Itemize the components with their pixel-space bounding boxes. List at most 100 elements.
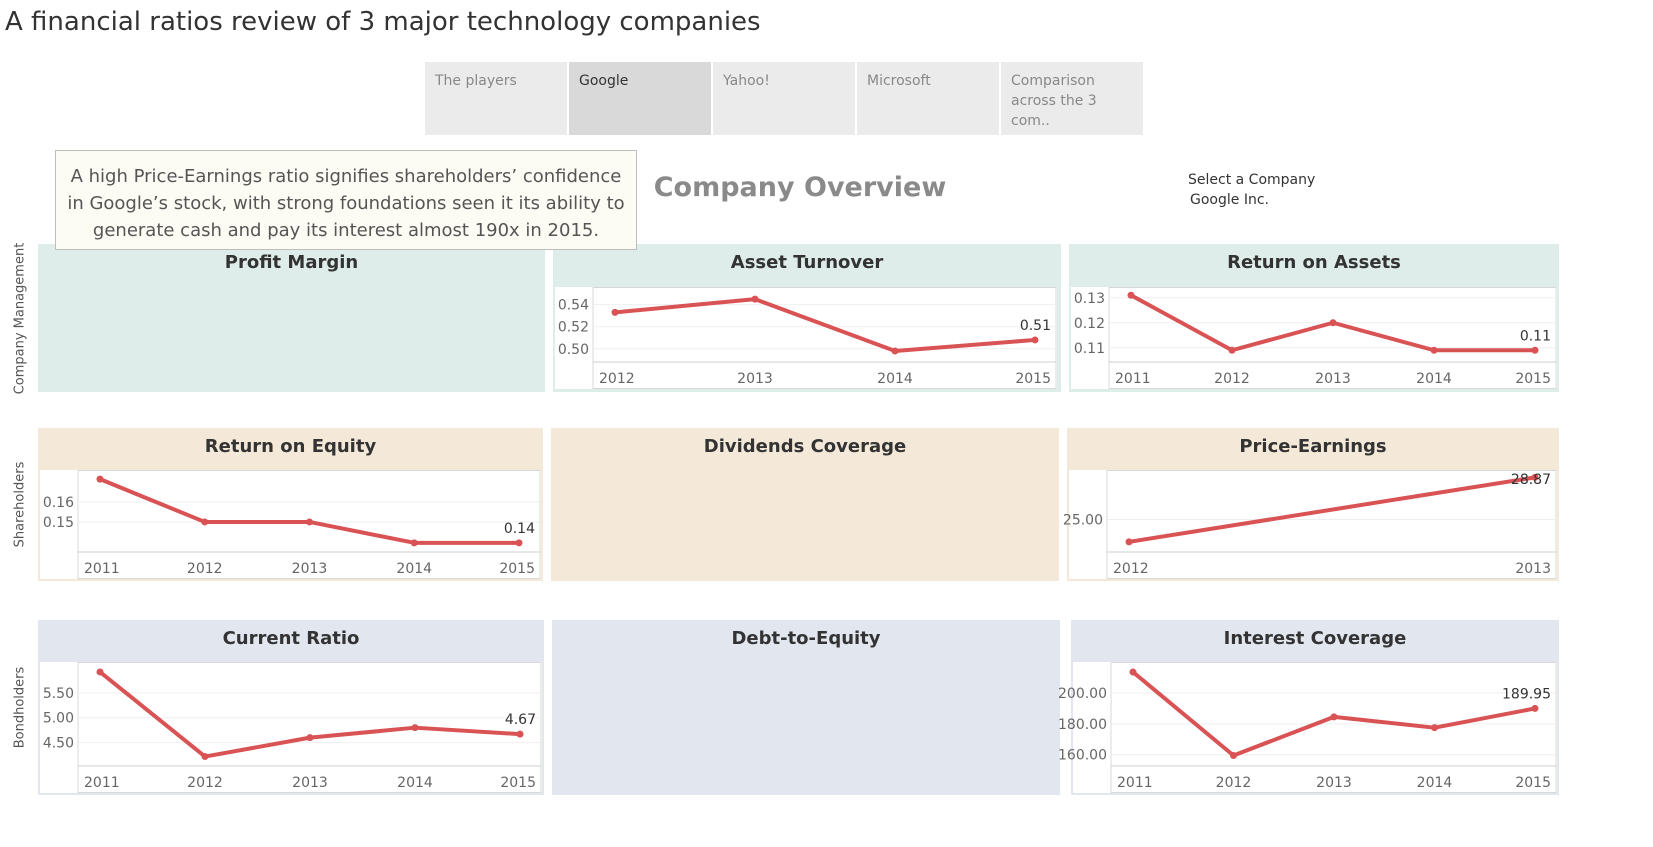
x-tick-label: 2015 bbox=[499, 561, 535, 577]
y-tick-label: 0.16 bbox=[43, 495, 74, 511]
x-tick-label: 2011 bbox=[84, 775, 120, 791]
data-point bbox=[1531, 704, 1539, 712]
panel-debt-to-equity: Debt-to-Equity bbox=[552, 620, 1060, 795]
y-tick-label: 5.50 bbox=[43, 686, 74, 702]
x-tick-label: 2013 bbox=[1515, 561, 1551, 577]
interest-coverage-chart: 160.00 180.00 200.00 2011 2012 2013 2014 2015 18… bbox=[1058, 662, 1557, 793]
series-line bbox=[613, 297, 1037, 353]
row-label-management: Company Management bbox=[10, 242, 30, 394]
plot-frame bbox=[1108, 287, 1557, 389]
panel-return-on-assets: Return on Assets 0.11 0.12 0.13 2011 2012 201… bbox=[1069, 244, 1559, 392]
row-label-shareholders-text: Shareholders bbox=[12, 461, 28, 548]
plot-frame bbox=[77, 662, 542, 793]
x-tick-label: 2012 bbox=[187, 561, 223, 577]
x-tick-label: 2012 bbox=[1216, 775, 1252, 791]
data-point bbox=[1531, 346, 1539, 354]
x-tick-label: 2014 bbox=[1417, 775, 1453, 791]
company-select[interactable]: Google Inc. bbox=[1190, 192, 1269, 208]
panel-dividends-coverage: Dividends Coverage bbox=[551, 428, 1059, 581]
y-tick-label: 0.12 bbox=[1074, 316, 1105, 332]
data-point bbox=[1125, 538, 1133, 546]
plot-frame bbox=[1106, 470, 1557, 579]
data-point bbox=[1127, 291, 1135, 299]
return-on-assets-chart: 0.11 0.12 0.13 2011 2012 2013 2014 2015 0.11 bbox=[1071, 287, 1557, 389]
plot-frame bbox=[1110, 662, 1557, 793]
panel-profit-margin: Profit Margin bbox=[38, 244, 545, 392]
data-point bbox=[1031, 336, 1039, 344]
asset-turnover-chart: 0.50 0.52 0.54 2012 2013 2014 2015 0.51 bbox=[555, 287, 1057, 389]
data-point bbox=[410, 539, 418, 547]
row-label-bondholders: Bondholders bbox=[10, 620, 30, 795]
data-point bbox=[1330, 713, 1338, 721]
panel-title: Current Ratio bbox=[222, 628, 360, 649]
panel-title: Return on Equity bbox=[204, 436, 377, 457]
y-tick-label: 0.50 bbox=[558, 342, 589, 358]
series-line bbox=[98, 669, 522, 759]
data-label: 189.95 bbox=[1502, 686, 1551, 702]
return-on-equity-chart: 0.15 0.16 2011 2012 2013 2014 2015 0.14 bbox=[40, 470, 541, 579]
x-tick-label: 2013 bbox=[292, 561, 328, 577]
y-tick-label: 0.11 bbox=[1074, 341, 1105, 357]
y-tick-label: 4.50 bbox=[43, 736, 74, 752]
y-tick-label: 25.00 bbox=[1063, 512, 1103, 528]
y-tick-label: 200.00 bbox=[1058, 686, 1107, 702]
series-line bbox=[98, 477, 521, 545]
data-point bbox=[1431, 724, 1438, 732]
data-point bbox=[1531, 473, 1539, 481]
annotation-tooltip: A high Price-Earnings ratio signifies sh… bbox=[55, 150, 637, 250]
row-label-management-text: Company Management bbox=[12, 242, 28, 394]
tab-google[interactable]: Google bbox=[569, 62, 711, 135]
data-point bbox=[201, 518, 209, 526]
data-label: 0.14 bbox=[504, 521, 535, 537]
data-label: 28.87 bbox=[1511, 472, 1551, 488]
x-tick-label: 2013 bbox=[1315, 371, 1351, 387]
x-tick-label: 2011 bbox=[84, 561, 120, 577]
data-label: 4.67 bbox=[505, 712, 536, 728]
y-tick-label: 5.00 bbox=[43, 711, 74, 727]
data-point bbox=[1228, 346, 1236, 354]
overview-title: Company Overview bbox=[653, 172, 947, 203]
x-tick-label: 2012 bbox=[1113, 561, 1149, 577]
y-tick-label: 0.15 bbox=[43, 515, 74, 531]
row-label-shareholders: Shareholders bbox=[10, 428, 30, 581]
price-earnings-chart: 25.00 2012 2013 28.87 bbox=[1063, 470, 1557, 579]
tab-microsoft[interactable]: Microsoft bbox=[857, 62, 999, 135]
panel-title: Asset Turnover bbox=[730, 252, 884, 273]
row-label-bondholders-text: Bondholders bbox=[12, 666, 28, 749]
x-tick-label: 2015 bbox=[500, 775, 536, 791]
y-tick-label: 0.54 bbox=[558, 298, 589, 314]
data-point bbox=[1329, 319, 1337, 327]
data-point bbox=[1430, 346, 1438, 354]
panel-title: Return on Assets bbox=[1227, 252, 1401, 273]
data-point bbox=[516, 730, 524, 738]
panel-title: Dividends Coverage bbox=[703, 436, 907, 457]
panel-current-ratio: Current Ratio 4.50 5.00 5.50 2011 2012 2013 20… bbox=[38, 620, 544, 795]
y-tick-label: 180.00 bbox=[1058, 717, 1107, 733]
panel-interest-coverage: Interest Coverage 160.00 180.00 200.00 2011… bbox=[1058, 620, 1559, 795]
data-point bbox=[306, 518, 313, 526]
tab-comparison[interactable]: Comparison across the 3 com.. bbox=[1001, 62, 1143, 135]
data-label: 0.11 bbox=[1520, 328, 1551, 344]
series-line bbox=[1127, 475, 1537, 544]
data-point bbox=[201, 753, 209, 761]
data-point bbox=[411, 724, 419, 732]
data-point bbox=[611, 308, 619, 316]
tab-yahoo[interactable]: Yahoo! bbox=[713, 62, 855, 135]
panel-title: Debt-to-Equity bbox=[731, 628, 881, 649]
x-tick-label: 2011 bbox=[1115, 371, 1151, 387]
panel-title: Profit Margin bbox=[224, 252, 359, 273]
x-tick-label: 2011 bbox=[1117, 775, 1153, 791]
x-tick-label: 2015 bbox=[1515, 775, 1551, 791]
data-point bbox=[1129, 668, 1137, 676]
x-tick-label: 2015 bbox=[1515, 371, 1551, 387]
tab-the-players[interactable]: The players bbox=[425, 62, 567, 135]
x-tick-label: 2013 bbox=[292, 775, 328, 791]
data-point bbox=[891, 347, 899, 355]
x-tick-label: 2014 bbox=[396, 561, 432, 577]
data-point bbox=[1230, 751, 1237, 759]
current-ratio-chart: 4.50 5.00 5.50 2011 2012 2013 2014 2015 4.67 bbox=[40, 662, 542, 793]
panel-asset-turnover: Asset Turnover 0.50 0.52 0.54 2012 2013 2014 2… bbox=[553, 244, 1061, 392]
data-point bbox=[96, 475, 104, 483]
panel-price-earnings: Price-Earnings 25.00 2012 2013 28.87 bbox=[1063, 428, 1559, 581]
data-label: 0.51 bbox=[1020, 318, 1051, 334]
